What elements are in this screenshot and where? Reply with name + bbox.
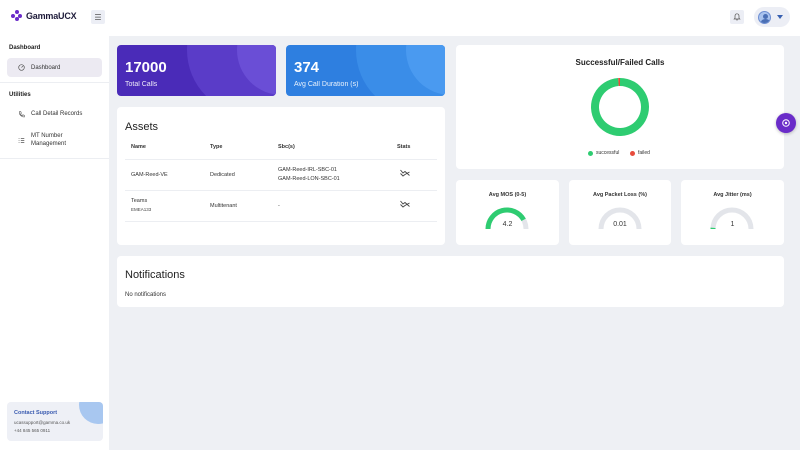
avg-jitter-card: Avg Jitter (ms) 1 [681,180,784,245]
asset-name: Teams [131,198,148,204]
hamburger-icon: ☰ [94,12,102,22]
sidebar-item-call-detail-records[interactable]: Call Detail Records [7,108,102,120]
row-divider [125,190,437,191]
sidebar-item-dashboard[interactable]: Dashboard [7,58,102,77]
gauge-title: Avg MOS (0-5) [488,192,527,198]
column-header-name: Name [131,144,146,150]
asset-sbc: - [278,203,280,209]
menu-toggle-button[interactable]: ☰ [91,10,105,24]
legend-label: successful [596,150,620,156]
asset-sbc: GAM-Reed-IRL-SBC-01 [278,167,337,173]
avg-duration-label: Avg Call Duration (s) [294,81,359,88]
column-header-stats: Stats [397,144,411,150]
sidebar-section-dashboard: Dashboard [9,45,41,51]
gauge-track [598,207,642,230]
support-decoration [79,402,103,424]
settings-fab-button[interactable] [776,113,796,133]
chevron-down-icon [777,15,783,19]
gear-icon [782,119,790,127]
legend-failed: failed [630,150,650,156]
slice-failed[interactable] [618,78,620,87]
avg-duration-card: 374 Avg Call Duration (s) [286,45,445,96]
total-calls-value: 17000 [125,59,167,76]
sidebar-section-utilities: Utilities [9,92,31,98]
brand-name: GammaUCX [26,10,77,21]
support-email[interactable]: ucassupport@gamma.co.uk [14,420,71,425]
support-title: Contact Support [14,410,58,416]
user-menu[interactable] [754,7,790,27]
sidebar-divider [0,82,109,83]
phone-icon [17,110,25,118]
legend-successful: successful [588,150,619,156]
avg-jitter-gauge [710,207,754,230]
assets-title: Assets [125,121,159,133]
logo[interactable]: GammaUCX [11,10,77,21]
avg-packet-loss-gauge [598,207,642,230]
logo-icon [11,10,22,21]
asset-subtitle: EMEA133 [131,207,152,212]
top-bar: GammaUCX ☰ [0,0,800,36]
list-icon [17,137,25,144]
asset-type: Multitenant [210,203,237,209]
support-phone: +44 845 565 0911 [14,428,51,433]
gauge-value: 0.01 [613,221,627,228]
bell-icon [733,13,741,21]
calls-donut-chart [591,78,649,136]
sidebar-item-label: Dashboard [31,64,61,71]
sidebar-item-mt-number-management[interactable]: MT Number Management [7,131,102,149]
gauge-track [710,207,754,230]
notifications-button[interactable] [730,10,744,24]
stats-chart-icon[interactable] [400,169,410,179]
asset-sbc: GAM-Reed-LON-SBC-01 [278,176,340,182]
avg-mos-card: Avg MOS (0-5) 4.2 [456,180,559,245]
sidebar: Dashboard Dashboard Utilities Call Detai… [0,36,109,450]
row-divider [125,159,437,160]
legend-label: failed [638,150,650,156]
row-divider [125,221,437,222]
column-header-type: Type [210,144,223,150]
legend-swatch [588,150,593,156]
avg-duration-value: 374 [294,59,320,76]
notifications-title: Notifications [125,269,185,281]
asset-name: GAM-Reed-VE [131,172,168,178]
gauge-value: 1 [730,221,735,228]
asset-type: Dedicated [210,172,235,178]
notifications-card: Notifications No notifications [117,256,784,307]
calls-chart-title: Successful/Failed Calls [575,58,665,67]
gauge-value: 4.2 [502,221,513,228]
contact-support-card: Contact Support ucassupport@gamma.co.uk … [7,402,103,441]
legend-swatch [630,150,635,156]
avg-packet-loss-card: Avg Packet Loss (%) 0.01 [569,180,671,245]
total-calls-card: 17000 Total Calls [117,45,276,96]
slice-successful[interactable] [591,78,649,136]
avatar [758,10,771,24]
avg-mos-gauge [485,207,529,230]
sidebar-divider [0,158,109,159]
gauge-title: Avg Jitter (ms) [713,192,752,198]
notifications-empty-text: No notifications [125,292,167,298]
sidebar-item-label: MT Number Management [31,133,67,147]
dashboard-icon [17,64,25,71]
assets-card: Assets Name Type Sbc(s) Stats GAM-Reed-V… [117,107,445,245]
stats-chart-icon[interactable] [400,200,410,210]
calls-chart-card: Successful/Failed Calls successful faile… [456,45,784,169]
column-header-sbcs: Sbc(s) [278,144,295,150]
gauge-fill [485,207,526,230]
total-calls-label: Total Calls [125,81,158,88]
sidebar-item-label: Call Detail Records [31,111,83,117]
gauge-title: Avg Packet Loss (%) [593,192,647,198]
